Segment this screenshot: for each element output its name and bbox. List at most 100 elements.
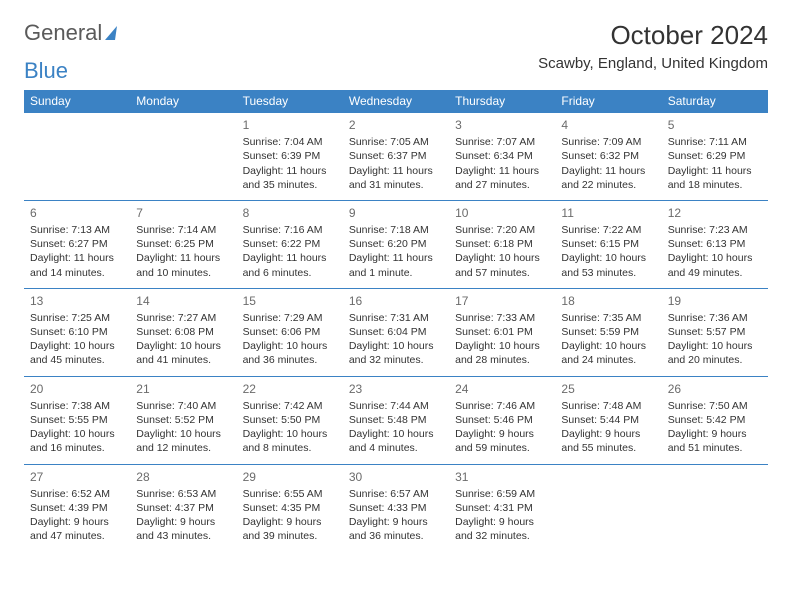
calendar-week-row: 13Sunrise: 7:25 AMSunset: 6:10 PMDayligh… — [24, 288, 768, 376]
sunrise-text: Sunrise: 6:55 AM — [243, 487, 337, 501]
sunset-text: Sunset: 4:33 PM — [349, 501, 443, 515]
sunset-text: Sunset: 6:20 PM — [349, 237, 443, 251]
calendar-day-cell: 28Sunrise: 6:53 AMSunset: 4:37 PMDayligh… — [130, 464, 236, 551]
sunset-text: Sunset: 6:32 PM — [561, 149, 655, 163]
calendar-day-cell: 5 Sunrise: 7:11 AMSunset: 6:29 PMDaylight… — [662, 113, 768, 201]
daylight-text: Daylight: 10 hours and 53 minutes. — [561, 251, 655, 279]
header-sunday: Sunday — [24, 90, 130, 113]
sunrise-text: Sunrise: 7:31 AM — [349, 311, 443, 325]
header-thursday: Thursday — [449, 90, 555, 113]
daylight-text: Daylight: 11 hours and 18 minutes. — [668, 164, 762, 192]
sunrise-text: Sunrise: 7:36 AM — [668, 311, 762, 325]
day-number: 29 — [243, 469, 337, 485]
sunset-text: Sunset: 6:10 PM — [30, 325, 124, 339]
calendar-day-cell: 9 Sunrise: 7:18 AMSunset: 6:20 PMDaylight… — [343, 200, 449, 288]
daylight-text: Daylight: 11 hours and 35 minutes. — [243, 164, 337, 192]
day-number: 19 — [668, 293, 762, 309]
day-number: 6 — [30, 205, 124, 221]
calendar-day-cell: 26Sunrise: 7:50 AMSunset: 5:42 PMDayligh… — [662, 376, 768, 464]
daylight-text: Daylight: 11 hours and 10 minutes. — [136, 251, 230, 279]
sunset-text: Sunset: 5:57 PM — [668, 325, 762, 339]
sunrise-text: Sunrise: 7:29 AM — [243, 311, 337, 325]
sunrise-text: Sunrise: 7:48 AM — [561, 399, 655, 413]
sunset-text: Sunset: 6:13 PM — [668, 237, 762, 251]
day-number: 14 — [136, 293, 230, 309]
day-number: 17 — [455, 293, 549, 309]
daylight-text: Daylight: 10 hours and 12 minutes. — [136, 427, 230, 455]
day-number: 12 — [668, 205, 762, 221]
sunrise-text: Sunrise: 7:22 AM — [561, 223, 655, 237]
sunset-text: Sunset: 5:48 PM — [349, 413, 443, 427]
sunset-text: Sunset: 6:18 PM — [455, 237, 549, 251]
day-number: 22 — [243, 381, 337, 397]
day-number: 8 — [243, 205, 337, 221]
day-number: 30 — [349, 469, 443, 485]
sunrise-text: Sunrise: 6:57 AM — [349, 487, 443, 501]
daylight-text: Daylight: 9 hours and 32 minutes. — [455, 515, 549, 543]
sunrise-text: Sunrise: 7:04 AM — [243, 135, 337, 149]
daylight-text: Daylight: 10 hours and 41 minutes. — [136, 339, 230, 367]
calendar-day-cell: 4Sunrise: 7:09 AMSunset: 6:32 PMDaylight… — [555, 113, 661, 201]
sunrise-text: Sunrise: 7:18 AM — [349, 223, 443, 237]
daylight-text: Daylight: 11 hours and 27 minutes. — [455, 164, 549, 192]
day-number: 31 — [455, 469, 549, 485]
calendar-day-cell: 13Sunrise: 7:25 AMSunset: 6:10 PMDayligh… — [24, 288, 130, 376]
calendar-day-cell: 27Sunrise: 6:52 AMSunset: 4:39 PMDayligh… — [24, 464, 130, 551]
sunset-text: Sunset: 6:34 PM — [455, 149, 549, 163]
calendar-day-cell — [130, 113, 236, 201]
daylight-text: Daylight: 10 hours and 4 minutes. — [349, 427, 443, 455]
day-number: 10 — [455, 205, 549, 221]
daylight-text: Daylight: 10 hours and 8 minutes. — [243, 427, 337, 455]
calendar-day-cell — [662, 464, 768, 551]
sunset-text: Sunset: 4:35 PM — [243, 501, 337, 515]
calendar-day-cell: 29Sunrise: 6:55 AMSunset: 4:35 PMDayligh… — [237, 464, 343, 551]
day-number: 25 — [561, 381, 655, 397]
sunset-text: Sunset: 6:04 PM — [349, 325, 443, 339]
sunrise-text: Sunrise: 7:50 AM — [668, 399, 762, 413]
daylight-text: Daylight: 11 hours and 1 minute. — [349, 251, 443, 279]
day-number: 4 — [561, 117, 655, 133]
daylight-text: Daylight: 10 hours and 45 minutes. — [30, 339, 124, 367]
sunset-text: Sunset: 5:55 PM — [30, 413, 124, 427]
header-wednesday: Wednesday — [343, 90, 449, 113]
day-number: 13 — [30, 293, 124, 309]
sunrise-text: Sunrise: 7:35 AM — [561, 311, 655, 325]
brand-logo: General — [24, 20, 118, 46]
sunrise-text: Sunrise: 7:44 AM — [349, 399, 443, 413]
sunset-text: Sunset: 5:52 PM — [136, 413, 230, 427]
sunrise-text: Sunrise: 7:40 AM — [136, 399, 230, 413]
sunset-text: Sunset: 6:39 PM — [243, 149, 337, 163]
day-number: 18 — [561, 293, 655, 309]
day-number: 23 — [349, 381, 443, 397]
day-number: 27 — [30, 469, 124, 485]
daylight-text: Daylight: 10 hours and 32 minutes. — [349, 339, 443, 367]
calendar-week-row: 27Sunrise: 6:52 AMSunset: 4:39 PMDayligh… — [24, 464, 768, 551]
day-number: 9 — [349, 205, 443, 221]
calendar-day-cell: 12Sunrise: 7:23 AMSunset: 6:13 PMDayligh… — [662, 200, 768, 288]
day-number: 11 — [561, 205, 655, 221]
sunrise-text: Sunrise: 7:11 AM — [668, 135, 762, 149]
sunset-text: Sunset: 6:29 PM — [668, 149, 762, 163]
calendar-day-cell: 10Sunrise: 7:20 AMSunset: 6:18 PMDayligh… — [449, 200, 555, 288]
sunset-text: Sunset: 6:27 PM — [30, 237, 124, 251]
calendar-body: 1Sunrise: 7:04 AMSunset: 6:39 PMDaylight… — [24, 113, 768, 552]
daylight-text: Daylight: 11 hours and 22 minutes. — [561, 164, 655, 192]
calendar-week-row: 1Sunrise: 7:04 AMSunset: 6:39 PMDaylight… — [24, 113, 768, 201]
calendar-page: General October 2024 Scawby, England, Un… — [0, 0, 792, 571]
calendar-week-row: 6Sunrise: 7:13 AMSunset: 6:27 PMDaylight… — [24, 200, 768, 288]
logo-triangle-icon — [105, 26, 117, 40]
month-title: October 2024 — [538, 20, 768, 51]
daylight-text: Daylight: 9 hours and 51 minutes. — [668, 427, 762, 455]
daylight-text: Daylight: 10 hours and 28 minutes. — [455, 339, 549, 367]
sunset-text: Sunset: 6:37 PM — [349, 149, 443, 163]
day-number: 5 — [668, 117, 762, 133]
calendar-day-cell: 7Sunrise: 7:14 AMSunset: 6:25 PMDaylight… — [130, 200, 236, 288]
calendar-day-cell: 1Sunrise: 7:04 AMSunset: 6:39 PMDaylight… — [237, 113, 343, 201]
sunrise-text: Sunrise: 6:59 AM — [455, 487, 549, 501]
sunset-text: Sunset: 6:25 PM — [136, 237, 230, 251]
daylight-text: Daylight: 10 hours and 49 minutes. — [668, 251, 762, 279]
day-number: 24 — [455, 381, 549, 397]
brand-part1: General — [24, 20, 102, 46]
day-number: 16 — [349, 293, 443, 309]
sunrise-text: Sunrise: 7:16 AM — [243, 223, 337, 237]
